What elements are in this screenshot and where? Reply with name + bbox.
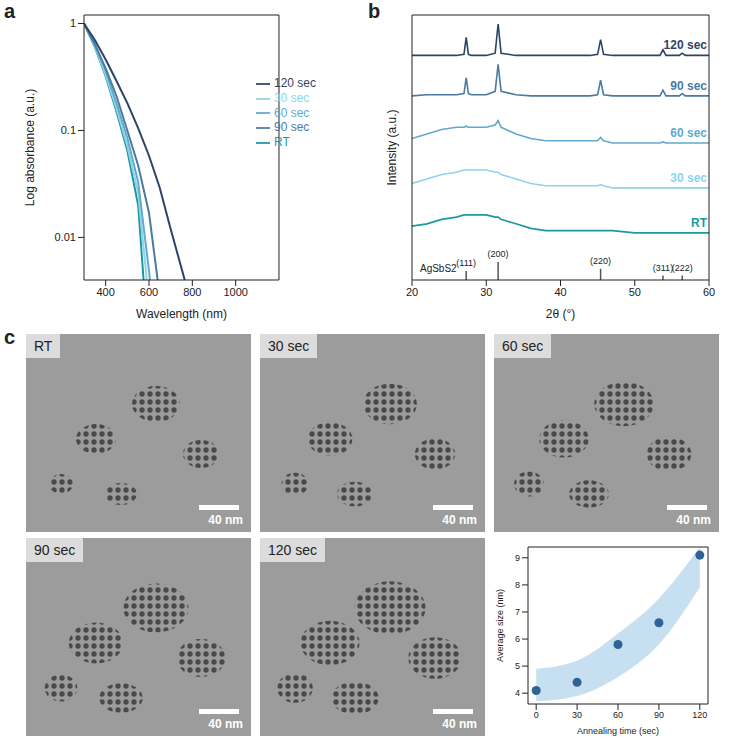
svg-text:0.1: 0.1 bbox=[61, 124, 76, 136]
html-text:90 sec: 90 sec bbox=[274, 120, 310, 135]
html-text:40 nm: 40 nm bbox=[676, 513, 711, 527]
svg-text:Intensity (a.u.): Intensity (a.u.) bbox=[385, 109, 399, 185]
svg-text:Average size (nm): Average size (nm) bbox=[495, 589, 505, 662]
svg-text:(200): (200) bbox=[488, 249, 509, 259]
svg-text:90 sec: 90 sec bbox=[670, 79, 707, 93]
svg-text:Log absorbance (a.u.): Log absorbance (a.u.) bbox=[23, 89, 37, 206]
svg-text:800: 800 bbox=[183, 286, 201, 298]
svg-text:AgSbS2: AgSbS2 bbox=[420, 263, 457, 274]
svg-text:1: 1 bbox=[70, 17, 76, 29]
svg-text:600: 600 bbox=[140, 286, 158, 298]
svg-text:60: 60 bbox=[613, 710, 623, 720]
html-text:60 sec: 60 sec bbox=[502, 338, 544, 354]
svg-text:1000: 1000 bbox=[223, 286, 247, 298]
svg-text:40: 40 bbox=[554, 286, 566, 298]
html-text:120 sec: 120 sec bbox=[268, 542, 317, 558]
svg-text:400: 400 bbox=[96, 286, 114, 298]
svg-text:(220): (220) bbox=[590, 256, 611, 266]
html-text:40 nm: 40 nm bbox=[208, 513, 243, 527]
svg-text:7: 7 bbox=[515, 607, 520, 617]
svg-text:4: 4 bbox=[515, 688, 520, 698]
svg-text:0.01: 0.01 bbox=[55, 231, 76, 243]
svg-text:9: 9 bbox=[515, 553, 520, 563]
svg-text:30 sec: 30 sec bbox=[670, 171, 707, 185]
html-text:RT: RT bbox=[274, 135, 290, 150]
html-text:40 nm: 40 nm bbox=[442, 717, 477, 731]
html-text:RT: RT bbox=[34, 338, 53, 354]
html-text:90 sec: 90 sec bbox=[34, 542, 76, 558]
svg-text:(111): (111) bbox=[456, 258, 476, 268]
svg-text:8: 8 bbox=[515, 580, 520, 590]
svg-text:20: 20 bbox=[406, 286, 418, 298]
svg-text:(311): (311) bbox=[653, 263, 673, 273]
html-text:a: a bbox=[4, 0, 16, 22]
svg-text:120 sec: 120 sec bbox=[664, 38, 708, 52]
svg-text:0: 0 bbox=[534, 710, 539, 720]
svg-text:50: 50 bbox=[629, 286, 641, 298]
svg-text:60 sec: 60 sec bbox=[670, 126, 707, 140]
svg-text:(222): (222) bbox=[672, 263, 693, 273]
html-text:b: b bbox=[368, 0, 381, 22]
html-text:40 nm: 40 nm bbox=[442, 513, 477, 527]
svg-text:30: 30 bbox=[572, 710, 582, 720]
html-text:30 sec: 30 sec bbox=[274, 90, 310, 105]
svg-text:60: 60 bbox=[703, 286, 715, 298]
svg-text:120: 120 bbox=[692, 710, 707, 720]
html-text:120 sec: 120 sec bbox=[274, 76, 316, 90]
svg-text:30: 30 bbox=[480, 286, 492, 298]
html-text:60 sec: 60 sec bbox=[274, 105, 310, 120]
html-text:c: c bbox=[4, 326, 16, 348]
svg-text:6: 6 bbox=[515, 634, 520, 644]
svg-text:Annealing time (sec): Annealing time (sec) bbox=[577, 726, 659, 736]
svg-text:RT: RT bbox=[691, 216, 708, 230]
html-text:40 nm: 40 nm bbox=[208, 717, 243, 731]
svg-text:2θ (°): 2θ (°) bbox=[546, 307, 575, 321]
svg-text:Wavelength (nm): Wavelength (nm) bbox=[136, 307, 227, 321]
svg-text:90: 90 bbox=[654, 710, 664, 720]
svg-text:5: 5 bbox=[515, 661, 520, 671]
html-text:30 sec: 30 sec bbox=[268, 338, 310, 354]
